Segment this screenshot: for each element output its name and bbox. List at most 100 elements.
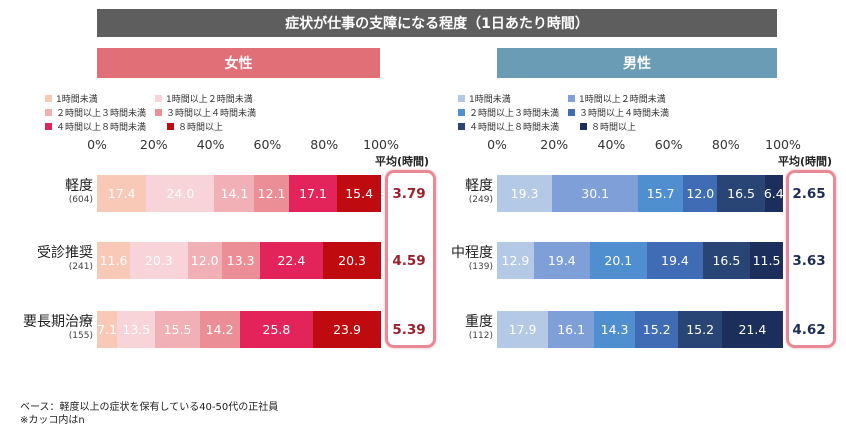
bar-segment: 6.4 — [764, 175, 784, 212]
legend-swatch — [155, 94, 162, 102]
legend-swatch — [458, 122, 465, 130]
stacked-bar: 7.1 13.5 15.5 14.2 25.8 23.9 — [97, 311, 381, 348]
legend-item: ２時間以上３時間未満 — [458, 105, 568, 119]
legend-swatch — [167, 122, 174, 130]
bar-segment: 17.1 — [288, 175, 338, 212]
bar-segment: 19.4 — [647, 242, 703, 279]
bar-segment: 21.4 — [721, 311, 783, 348]
category-name: 要長期治療 — [23, 314, 93, 330]
legend-label: ３時間以上４時間未満 — [166, 108, 257, 119]
legend-swatch — [458, 108, 465, 116]
bar-segment: 20.1 — [589, 242, 648, 279]
bar-segment: 16.5 — [717, 175, 765, 212]
bar-segment: 30.1 — [552, 175, 639, 212]
bar-segment: 15.2 — [634, 311, 679, 348]
category-name: 軽度 — [65, 178, 93, 194]
bar-segment: 17.9 — [497, 311, 549, 348]
category-name: 受診推奨 — [37, 245, 93, 261]
bar-segment: 16.5 — [702, 242, 751, 279]
bar-segment: 7.1 — [97, 311, 118, 348]
bar-segment: 11.6 — [97, 242, 130, 279]
legend-swatch — [45, 122, 52, 130]
x-tick-label: 40% — [597, 137, 626, 152]
legend-label: ４時間以上８時間未満 — [469, 122, 560, 133]
legend-item: 1時間未満 — [45, 91, 155, 105]
bar-segment: 12.0 — [187, 242, 222, 279]
x-tick-label: 60% — [253, 137, 282, 152]
category-label: 中程度 (139) — [451, 245, 493, 273]
x-tick-label: 20% — [540, 137, 569, 152]
bar-segment: 12.0 — [683, 175, 718, 212]
stacked-bar: 17.4 24.0 14.1 12.1 17.1 15.4 — [97, 175, 381, 212]
female-average-box — [385, 170, 436, 348]
stacked-bar: 17.9 16.1 14.3 15.2 15.2 21.4 — [497, 311, 783, 348]
category-n: (112) — [468, 331, 493, 341]
legend-label: ８時間以上 — [178, 122, 224, 133]
bar-segment: 11.5 — [750, 242, 783, 279]
average-value: 3.79 — [392, 185, 426, 202]
footnote-base: ベース：軽度以上の症状を保有している40-50代の正社員 — [20, 402, 279, 413]
legend-item: ４時間以上８時間未満 — [45, 119, 167, 133]
legend-swatch — [45, 94, 52, 102]
average-value: 2.65 — [792, 185, 826, 202]
stacked-bar: 19.3 30.1 15.7 12.0 16.5 6.4 — [497, 175, 784, 212]
x-tick-label: 0% — [87, 137, 107, 152]
bar-segment: 15.7 — [638, 175, 684, 212]
category-n: (241) — [68, 262, 93, 272]
category-n: (249) — [468, 195, 493, 205]
legend-label: 1時間未満 — [56, 94, 98, 105]
bar-segment: 25.8 — [239, 311, 314, 348]
stacked-bar: 11.6 20.3 12.0 13.3 22.4 20.3 — [97, 242, 381, 279]
bar-segment: 20.3 — [129, 242, 188, 279]
category-label: 受診推奨 (241) — [37, 245, 93, 273]
legend-item: ３時間以上４時間未満 — [155, 105, 265, 119]
legend-label: ２時間以上３時間未満 — [56, 108, 147, 119]
bar-segment: 14.2 — [199, 311, 240, 348]
female-panel-heading: 女性 — [97, 48, 380, 78]
category-label: 軽度 (249) — [465, 178, 493, 206]
bar-segment: 24.0 — [146, 175, 215, 212]
bar-segment: 20.3 — [323, 242, 381, 279]
footnote-n: ※カッコ内はn — [20, 415, 85, 426]
legend-item: 1時間未満 — [458, 91, 568, 105]
bar-segment: 15.2 — [678, 311, 722, 348]
bar-segment: 23.9 — [313, 311, 381, 348]
x-tick-label: 100% — [765, 137, 801, 152]
bar-segment: 19.4 — [533, 242, 590, 279]
bar-segment: 13.5 — [117, 311, 156, 348]
x-tick-label: 40% — [196, 137, 225, 152]
legend-swatch — [568, 94, 575, 102]
stacked-bar: 12.9 19.4 20.1 19.4 16.5 11.5 — [497, 242, 783, 279]
legend-label: ４時間以上８時間未満 — [56, 122, 147, 133]
x-tick-label: 80% — [711, 137, 740, 152]
legend-label: ８時間以上 — [591, 122, 637, 133]
average-value: 4.59 — [392, 252, 426, 269]
legend-item: ２時間以上３時間未満 — [45, 105, 155, 119]
legend-item: 1時間以上２時間未満 — [155, 91, 277, 105]
legend-swatch — [45, 108, 52, 116]
x-tick-label: 80% — [310, 137, 339, 152]
female-legend: 1時間未満 1時間以上２時間未満 ２時間以上３時間未満 ３時間以上４時間未満 ４時間以上… — [45, 91, 385, 133]
category-n: (139) — [468, 262, 493, 272]
legend-item: ８時間以上 — [580, 119, 670, 133]
average-value: 5.39 — [392, 321, 426, 338]
legend-item: ３時間以上４時間未満 — [568, 105, 678, 119]
bar-segment: 12.1 — [254, 175, 289, 212]
male-average-box — [786, 170, 836, 348]
chart-main-title: 症状が仕事の支障になる程度（1日あたり時間） — [97, 9, 777, 37]
bar-segment: 14.3 — [594, 311, 635, 348]
bar-segment: 15.4 — [337, 175, 381, 212]
bar-segment: 16.1 — [548, 311, 595, 348]
x-tick-label: 20% — [139, 137, 168, 152]
x-tick-label: 60% — [654, 137, 683, 152]
category-name: 軽度 — [465, 178, 493, 194]
x-tick-label: 100% — [363, 137, 399, 152]
legend-item: ４時間以上８時間未満 — [458, 119, 580, 133]
bar-segment: 13.3 — [221, 242, 260, 279]
legend-item: ８時間以上 — [167, 119, 257, 133]
category-name: 重度 — [465, 314, 493, 330]
legend-label: ２時間以上３時間未満 — [469, 108, 560, 119]
male-panel-heading: 男性 — [497, 48, 777, 78]
legend-label: 1時間以上２時間未満 — [166, 94, 253, 105]
legend-label: ３時間以上４時間未満 — [579, 108, 670, 119]
